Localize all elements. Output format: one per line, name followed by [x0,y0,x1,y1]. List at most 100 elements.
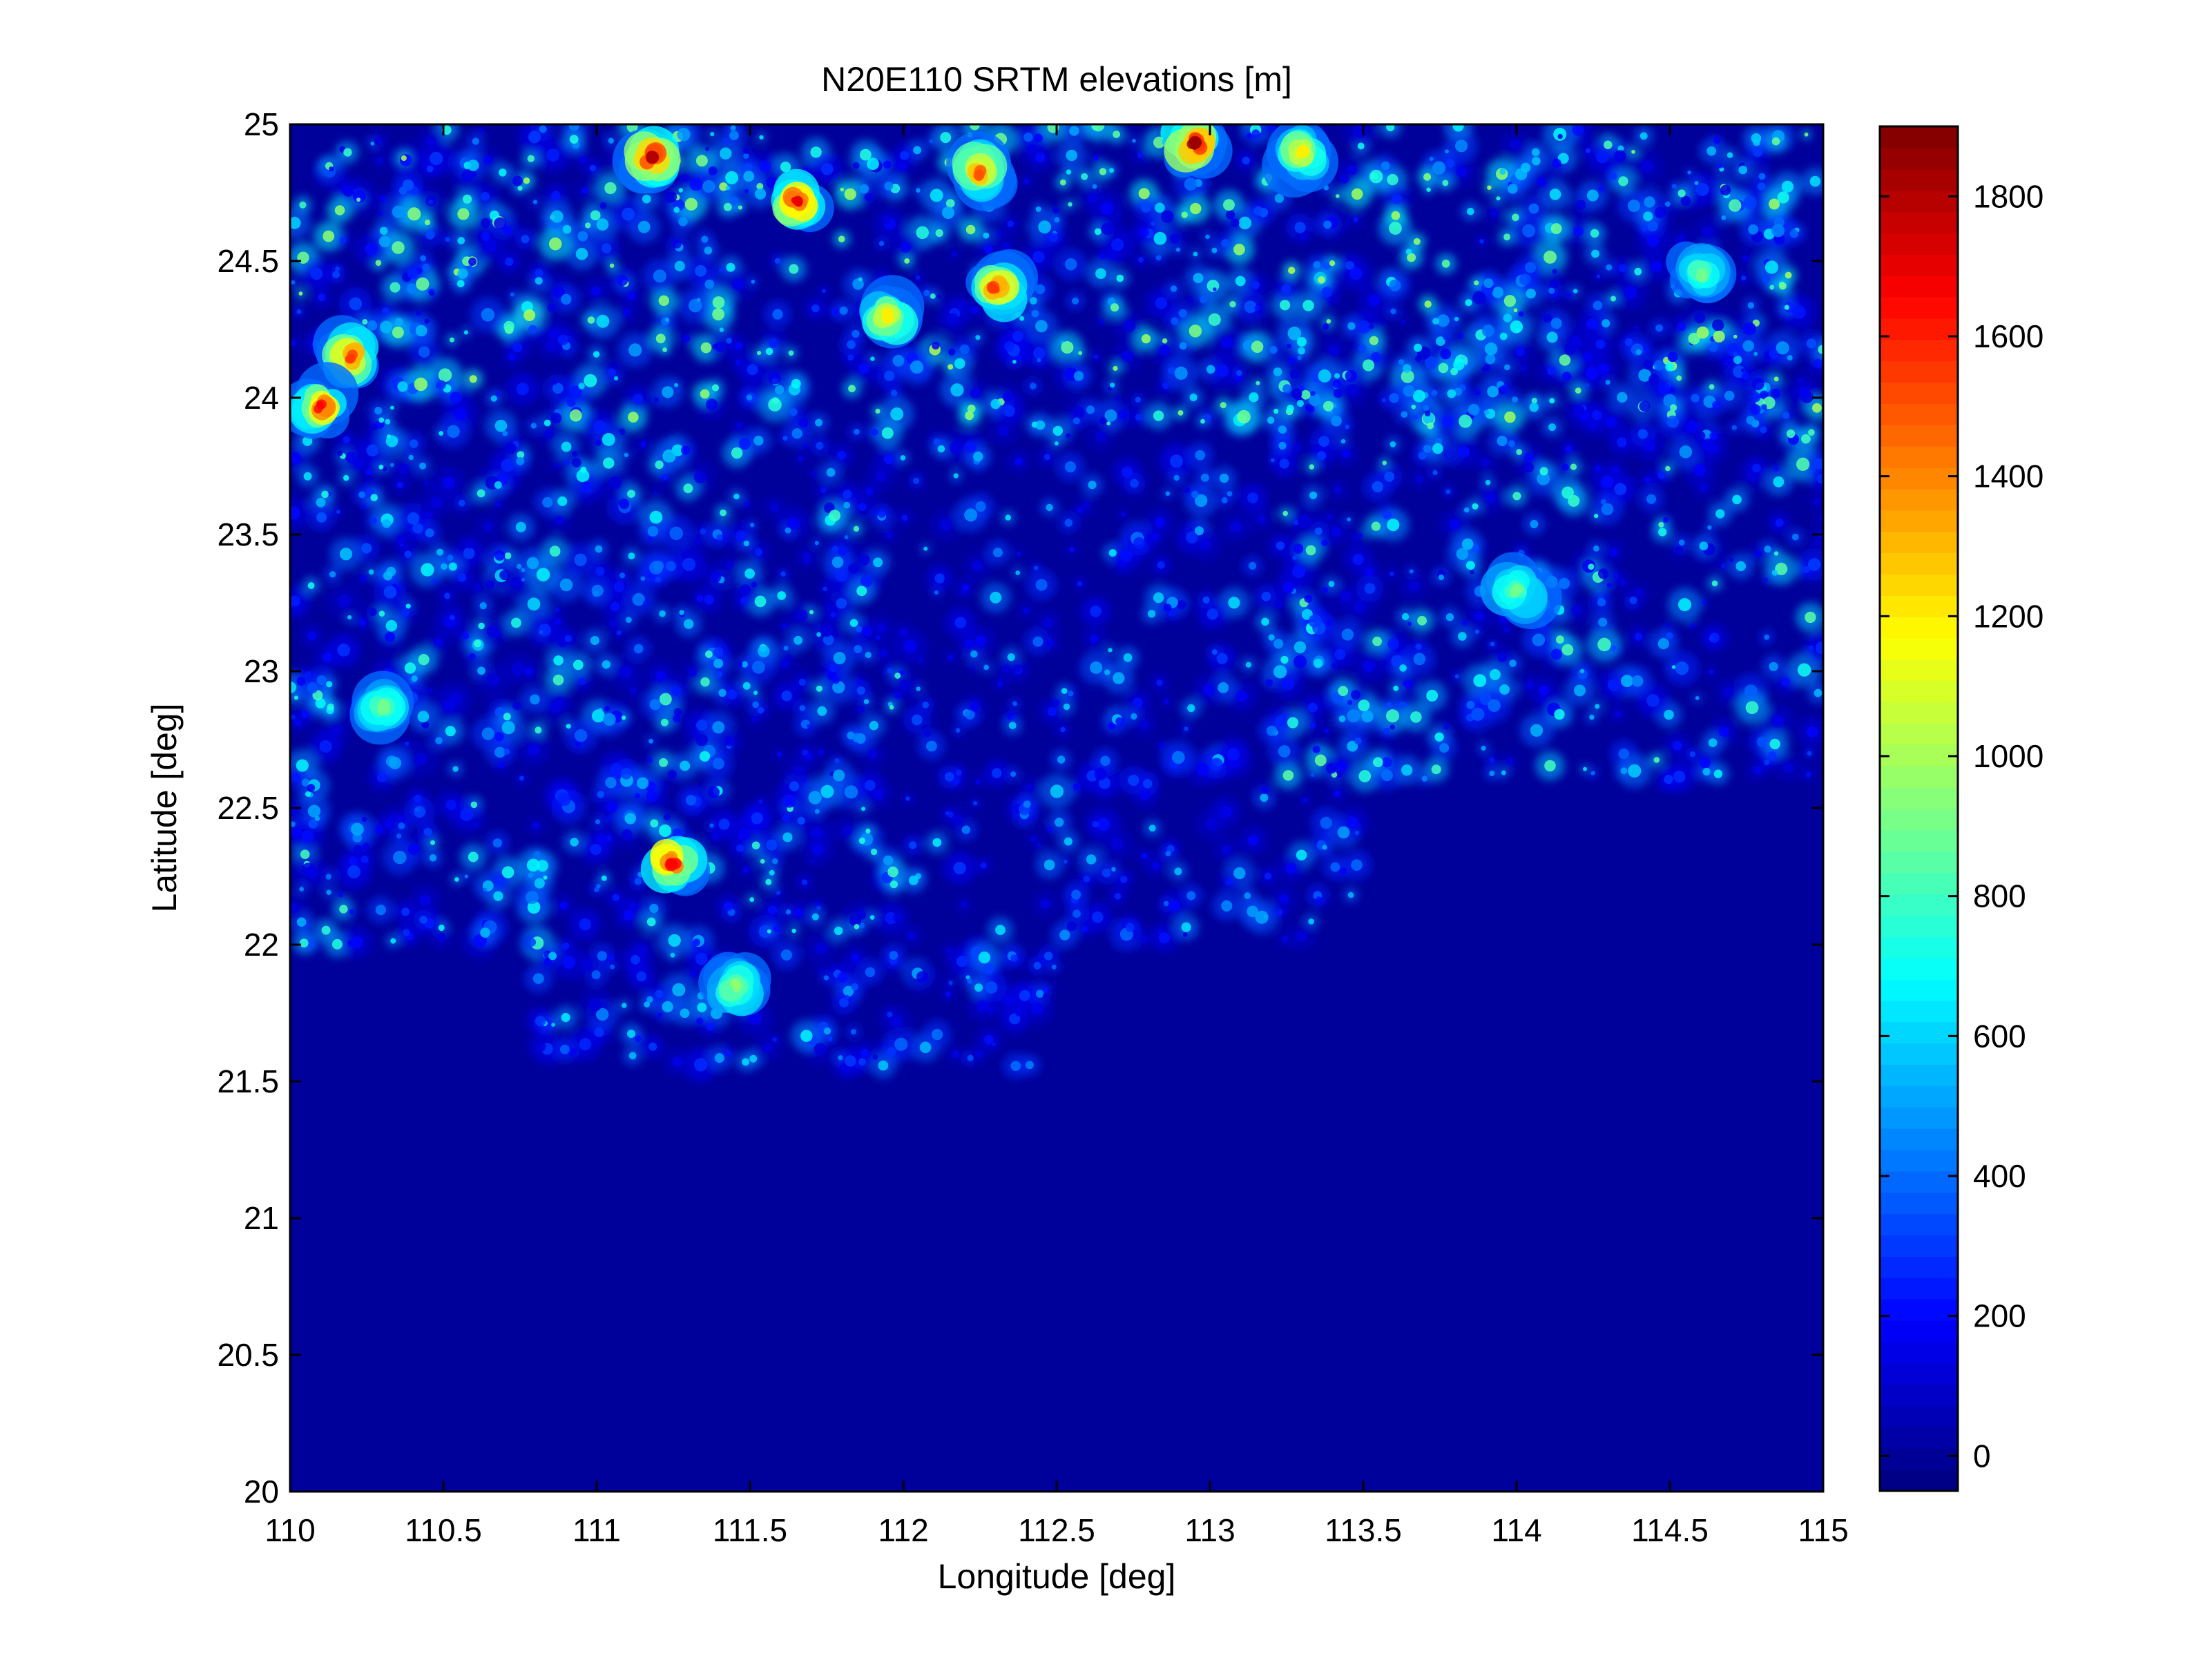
colorbar-step [1880,510,1958,532]
colorbar-step [1880,936,1958,958]
colorbar-step [1880,1064,1958,1086]
colorbar-tick-label: 400 [1973,1158,2026,1194]
colorbar-step [1880,446,1958,468]
colorbar-step [1880,531,1958,554]
peak-8 [859,275,925,349]
colorbar-step [1880,574,1958,596]
colorbar-frame [1878,125,1959,1492]
colorbar-step [1880,1362,1958,1385]
colorbar-step [1880,425,1958,447]
peak-11 [349,671,414,745]
colorbar-step [1880,1320,1958,1342]
colorbar-step [1880,254,1958,276]
colorbar-step [1880,403,1958,425]
peak-12 [698,952,771,1016]
colorbar-step [1880,1469,1958,1492]
peak-10 [1480,552,1562,629]
colorbar-step [1880,1128,1958,1150]
y-tick-label: 21 [244,1200,279,1236]
colorbar-step [1880,1341,1958,1364]
colorbar-tick-label: 1400 [1973,459,2043,494]
colorbar-step [1880,979,1958,1001]
peak-1 [1160,124,1233,179]
colorbar-step [1880,1235,1958,1257]
peak-13 [1666,241,1737,304]
colorbar-step [1880,1150,1958,1172]
y-tick-label: 24 [244,380,279,416]
colorbar-step [1880,1043,1958,1066]
chart-title: N20E110 SRTM elevations [m] [821,60,1292,99]
x-axis-label: Longitude [deg] [938,1557,1176,1596]
y-tick-label: 22 [244,927,279,963]
colorbar-tick-label: 1200 [1973,598,2043,634]
colorbar-step [1880,638,1958,660]
peak-6 [290,362,359,439]
colorbar-step [1880,1192,1958,1215]
colorbar-step [1880,680,1958,703]
x-tick-label: 114.5 [1631,1512,1709,1548]
colorbar-step [1880,190,1958,213]
colorbar-step [1880,1170,1958,1193]
y-tick-label: 20 [244,1474,279,1510]
colorbar-tick-label: 1800 [1973,178,2043,214]
y-ticks: 20 20.5 21 21.5 22 22.5 23 23.5 24 24.5 25 [217,106,1823,1510]
plot-area: 110 110.5 111 111.5 112 112.5 113 113.5 114 114.5… [217,106,1848,1548]
colorbar-step [1880,276,1958,298]
colorbar-step [1880,1107,1958,1129]
x-tick-label: 113 [1184,1512,1235,1548]
colorbar-step [1880,1021,1958,1044]
colorbar-step [1880,168,1958,191]
colorbar-step [1880,1000,1958,1023]
colorbar-step [1880,1405,1958,1427]
x-tick-label: 111.5 [713,1512,787,1548]
y-axis-label: Latitude [deg] [145,703,184,912]
colorbar-step [1880,617,1958,639]
colorbar-step [1880,958,1958,980]
colorbar-step [1880,382,1958,404]
colorbar-tick-label: 0 [1973,1438,1991,1474]
colorbar-step [1880,552,1958,575]
x-tick-label: 112 [878,1512,928,1548]
x-tick-label: 111 [573,1512,621,1548]
colorbar-step [1880,851,1958,874]
colorbar-step [1880,1299,1958,1321]
colorbar-step [1880,318,1958,340]
colorbar-tick-label: 200 [1973,1298,2026,1334]
colorbar-step [1880,1448,1958,1470]
terrain-layer [290,124,1823,1082]
peak-4 [965,249,1039,322]
colorbar-step [1880,233,1958,255]
y-tick-label: 23 [244,653,279,689]
y-tick-label: 22.5 [217,790,279,826]
y-tick-label: 20.5 [217,1337,279,1373]
colorbar-step [1880,809,1958,831]
colorbar-step [1880,872,1958,895]
y-tick-label: 24.5 [217,243,279,279]
colorbar-step [1880,1086,1958,1108]
colorbar-step [1880,595,1958,617]
colorbar-ticks: 0 200 400 600 800 1000 1200 1400 1600 1800 [1880,178,2043,1474]
colorbar-step [1880,915,1958,937]
colorbar: 0 200 400 600 800 1000 1200 1400 1600 1800 [1878,125,2043,1492]
colorbar-step [1880,1384,1958,1407]
colorbar-step [1880,211,1958,233]
colorbar-step [1880,297,1958,319]
colorbar-tick-label: 1000 [1973,738,2043,774]
colorbar-step [1880,766,1958,788]
colorbar-step [1880,723,1958,745]
colorbar-step [1880,126,1958,148]
colorbar-tick-label: 1600 [1973,318,2043,354]
peak-0 [612,126,681,194]
x-tick-label: 110.5 [405,1512,482,1548]
peak-3 [946,131,1018,211]
y-tick-label: 21.5 [217,1063,279,1099]
colorbar-step [1880,829,1958,852]
peak-2 [771,168,834,232]
colorbar-step [1880,1427,1958,1449]
x-tick-label: 114 [1491,1512,1541,1548]
x-ticks: 110 110.5 111 111.5 112 112.5 113 113.5 114 114.5… [265,124,1849,1548]
colorbar-steps [1880,126,1958,1492]
colorbar-step [1880,147,1958,170]
colorbar-step [1880,467,1958,490]
peak-9 [1262,124,1339,198]
